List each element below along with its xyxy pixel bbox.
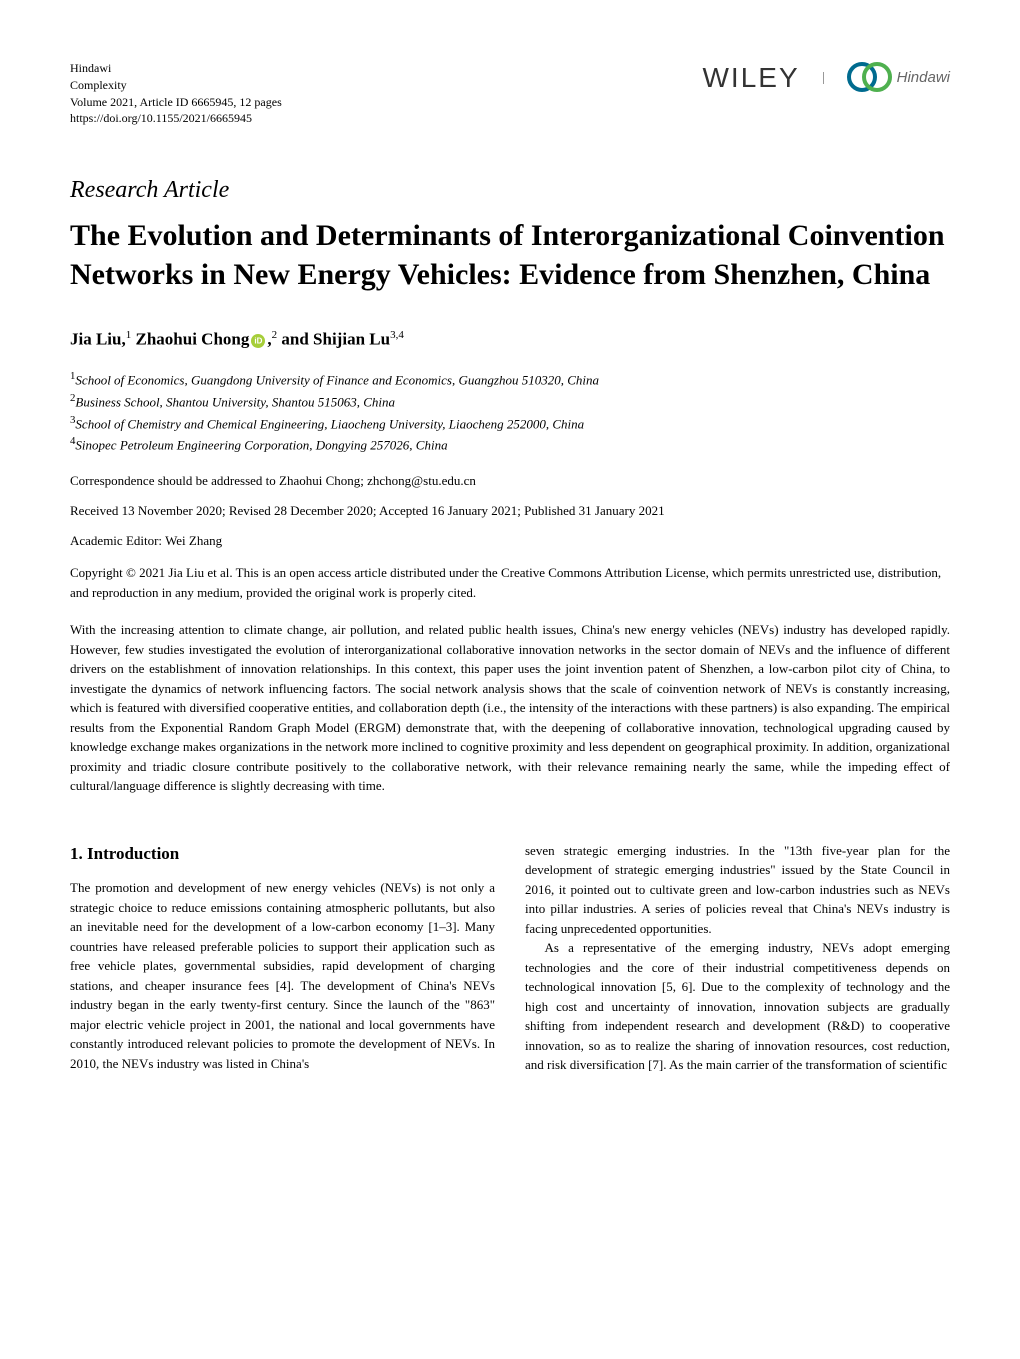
publisher-name: Hindawi — [70, 60, 282, 77]
aff-4-text: Sinopec Petroleum Engineering Corporatio… — [75, 438, 447, 453]
volume-info: Volume 2021, Article ID 6665945, 12 page… — [70, 94, 282, 111]
col2-p2: As a representative of the emerging indu… — [525, 938, 950, 1075]
publication-dates: Received 13 November 2020; Revised 28 De… — [70, 503, 950, 519]
authors-list: Jia Liu,1 Zhaohui Chong,2 and Shijian Lu… — [70, 329, 950, 350]
page-header: Hindawi Complexity Volume 2021, Article … — [70, 60, 950, 127]
and-text: and — [281, 330, 313, 349]
abstract: With the increasing attention to climate… — [70, 620, 950, 796]
copyright-notice: Copyright © 2021 Jia Liu et al. This is … — [70, 563, 950, 602]
author-3-sup: 3,4 — [390, 329, 404, 341]
affiliation-1: 1School of Economics, Guangdong Universi… — [70, 368, 950, 390]
logo-divider — [823, 72, 824, 84]
doi-link[interactable]: https://doi.org/10.1155/2021/6665945 — [70, 110, 282, 127]
orcid-icon[interactable] — [251, 334, 265, 348]
affiliation-3: 3School of Chemistry and Chemical Engine… — [70, 412, 950, 434]
correspondence: Correspondence should be addressed to Zh… — [70, 473, 950, 489]
body-columns: 1. Introduction The promotion and develo… — [70, 841, 950, 1075]
col1-p1: The promotion and development of new ene… — [70, 878, 495, 1073]
hindawi-text: Hindawi — [897, 69, 950, 86]
aff-3-text: School of Chemistry and Chemical Enginee… — [75, 416, 584, 431]
article-type: Research Article — [70, 177, 950, 204]
affiliations: 1School of Economics, Guangdong Universi… — [70, 368, 950, 455]
article-title: The Evolution and Determinants of Intero… — [70, 216, 950, 294]
journal-name: Complexity — [70, 77, 282, 94]
affiliation-2: 2Business School, Shantou University, Sh… — [70, 390, 950, 412]
aff-2-text: Business School, Shantou University, Sha… — [75, 394, 395, 409]
aff-1-text: School of Economics, Guangdong Universit… — [75, 372, 599, 387]
author-2-sup: 2 — [272, 329, 278, 341]
publisher-logos: WILEY Hindawi — [703, 60, 951, 95]
right-column: seven strategic emerging industries. In … — [525, 841, 950, 1075]
col2-p1: seven strategic emerging industries. In … — [525, 841, 950, 939]
author-3: Shijian Lu — [313, 330, 390, 349]
author-2: Zhaohui Chong — [136, 330, 250, 349]
left-column: 1. Introduction The promotion and develo… — [70, 841, 495, 1075]
journal-info: Hindawi Complexity Volume 2021, Article … — [70, 60, 282, 127]
hindawi-circles-icon — [847, 60, 892, 95]
section-1-heading: 1. Introduction — [70, 841, 495, 867]
academic-editor: Academic Editor: Wei Zhang — [70, 533, 950, 549]
author-1: Jia Liu, — [70, 330, 126, 349]
affiliation-4: 4Sinopec Petroleum Engineering Corporati… — [70, 433, 950, 455]
wiley-logo: WILEY — [703, 62, 800, 94]
author-1-sup: 1 — [126, 329, 132, 341]
hindawi-logo: Hindawi — [847, 60, 950, 95]
